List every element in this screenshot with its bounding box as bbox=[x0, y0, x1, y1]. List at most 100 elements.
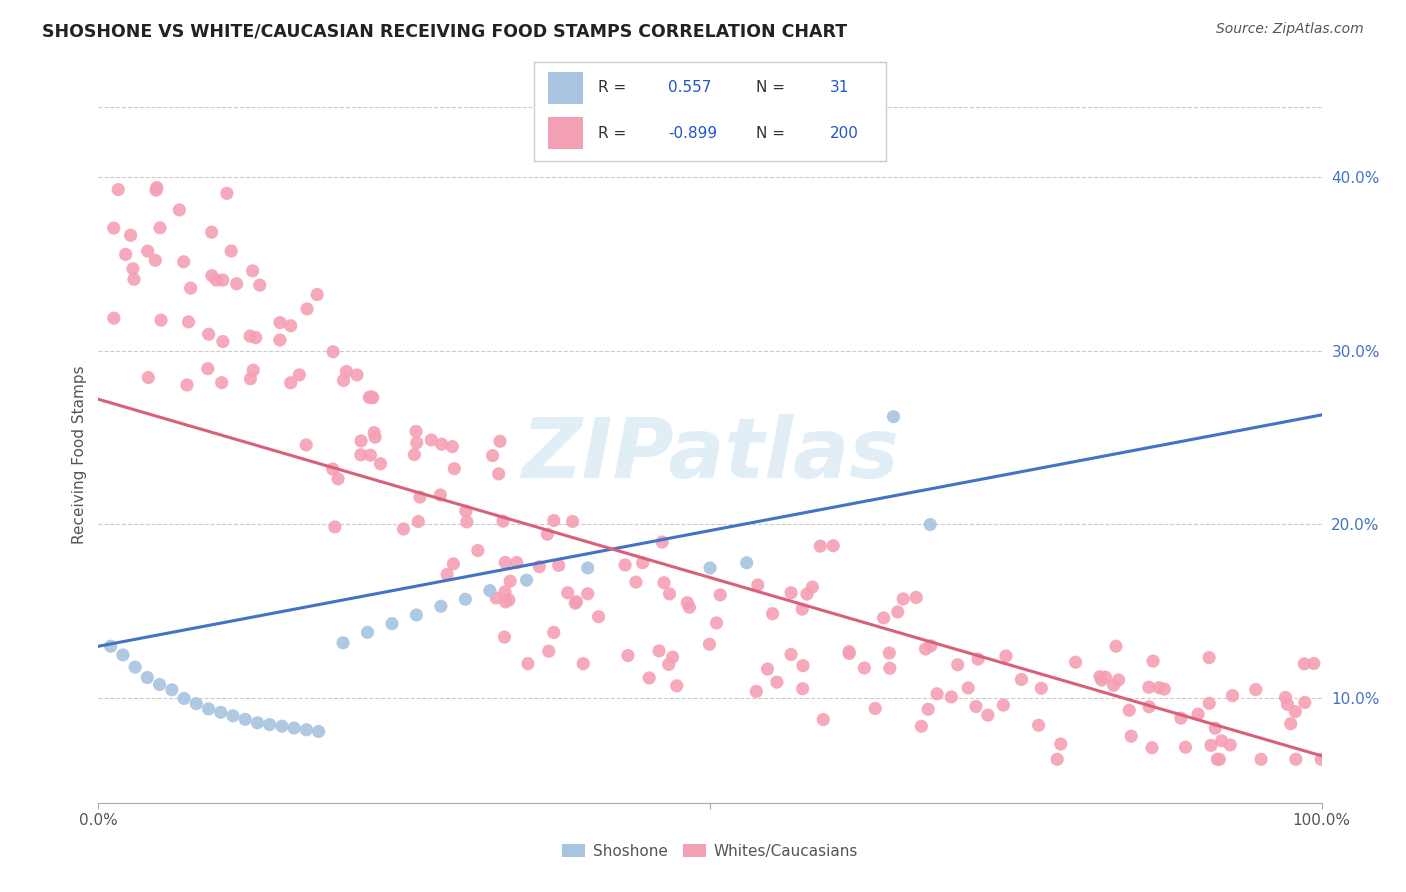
Point bbox=[211, 376, 233, 390]
Point bbox=[1091, 673, 1114, 687]
Point bbox=[706, 615, 728, 630]
Point bbox=[405, 435, 427, 450]
Text: SHOSHONE VS WHITE/CAUCASIAN RECEIVING FOOD STAMPS CORRELATION CHART: SHOSHONE VS WHITE/CAUCASIAN RECEIVING FO… bbox=[42, 22, 848, 40]
Point bbox=[547, 558, 569, 573]
Point bbox=[370, 457, 392, 471]
Point bbox=[242, 264, 264, 278]
Point bbox=[467, 543, 489, 558]
Point bbox=[246, 715, 269, 730]
Point bbox=[747, 578, 769, 592]
Point bbox=[103, 311, 125, 326]
Point bbox=[404, 448, 426, 462]
Point bbox=[176, 378, 198, 392]
Point bbox=[658, 587, 681, 601]
Point bbox=[910, 719, 932, 733]
Text: 31: 31 bbox=[830, 80, 849, 95]
Point bbox=[745, 684, 768, 698]
Point bbox=[107, 183, 129, 197]
Point bbox=[498, 593, 520, 607]
Point bbox=[780, 648, 803, 662]
Point bbox=[1170, 711, 1192, 725]
Point bbox=[361, 391, 384, 405]
Point bbox=[1208, 752, 1230, 766]
Point bbox=[239, 372, 262, 386]
Point bbox=[332, 374, 354, 388]
Point bbox=[792, 681, 814, 696]
Point bbox=[233, 712, 256, 726]
Point bbox=[197, 327, 219, 342]
Point bbox=[780, 586, 803, 600]
Point bbox=[1140, 740, 1163, 755]
Point bbox=[506, 556, 529, 570]
Point bbox=[515, 573, 537, 587]
Point bbox=[146, 180, 169, 194]
Point bbox=[941, 690, 963, 704]
Point bbox=[1187, 707, 1209, 722]
Text: R =: R = bbox=[598, 80, 626, 95]
Point bbox=[481, 449, 503, 463]
Point bbox=[648, 644, 671, 658]
Point bbox=[197, 702, 219, 716]
Text: 200: 200 bbox=[830, 126, 859, 141]
Point bbox=[136, 671, 159, 685]
Point bbox=[651, 535, 673, 549]
Point bbox=[1284, 705, 1306, 719]
Point bbox=[222, 708, 245, 723]
Point bbox=[1204, 721, 1226, 735]
Point bbox=[792, 602, 814, 616]
Point bbox=[709, 588, 731, 602]
Point bbox=[543, 514, 565, 528]
Point bbox=[201, 225, 224, 239]
Point bbox=[186, 697, 208, 711]
Point bbox=[322, 462, 344, 476]
Point bbox=[1274, 690, 1296, 705]
Point bbox=[920, 639, 942, 653]
Point bbox=[122, 261, 145, 276]
Point bbox=[360, 390, 382, 404]
Point bbox=[995, 648, 1018, 663]
Point bbox=[1142, 654, 1164, 668]
Point bbox=[993, 698, 1015, 713]
Point bbox=[676, 596, 699, 610]
Point bbox=[308, 724, 330, 739]
Point bbox=[1198, 650, 1220, 665]
Point bbox=[283, 721, 305, 735]
Point bbox=[359, 448, 381, 462]
Point bbox=[617, 648, 640, 663]
Point bbox=[356, 625, 378, 640]
Point bbox=[665, 679, 688, 693]
Point bbox=[136, 244, 159, 258]
Point bbox=[658, 657, 681, 672]
Point bbox=[1088, 670, 1111, 684]
Point bbox=[219, 244, 242, 258]
Point bbox=[269, 316, 291, 330]
Point bbox=[350, 434, 373, 448]
Point bbox=[761, 607, 783, 621]
Y-axis label: Receiving Food Stamps: Receiving Food Stamps bbox=[72, 366, 87, 544]
Point bbox=[138, 370, 160, 384]
Point bbox=[322, 344, 344, 359]
Point bbox=[967, 652, 990, 666]
Point bbox=[1279, 716, 1302, 731]
Point bbox=[454, 504, 477, 518]
Point bbox=[1211, 733, 1233, 747]
Point bbox=[430, 599, 453, 614]
Text: -0.899: -0.899 bbox=[668, 126, 717, 141]
Text: R =: R = bbox=[598, 126, 626, 141]
Point bbox=[699, 637, 721, 651]
Point bbox=[537, 644, 560, 658]
Point bbox=[1222, 689, 1244, 703]
Point bbox=[122, 272, 145, 286]
Point bbox=[1137, 699, 1160, 714]
Point bbox=[813, 713, 835, 727]
Point bbox=[576, 561, 599, 575]
Point bbox=[565, 595, 588, 609]
Point bbox=[436, 567, 458, 582]
Point bbox=[588, 609, 610, 624]
Point bbox=[350, 448, 373, 462]
Point bbox=[977, 708, 1000, 723]
Text: ZIPatlas: ZIPatlas bbox=[522, 415, 898, 495]
Point bbox=[561, 515, 583, 529]
Point bbox=[177, 315, 200, 329]
Point bbox=[965, 699, 987, 714]
